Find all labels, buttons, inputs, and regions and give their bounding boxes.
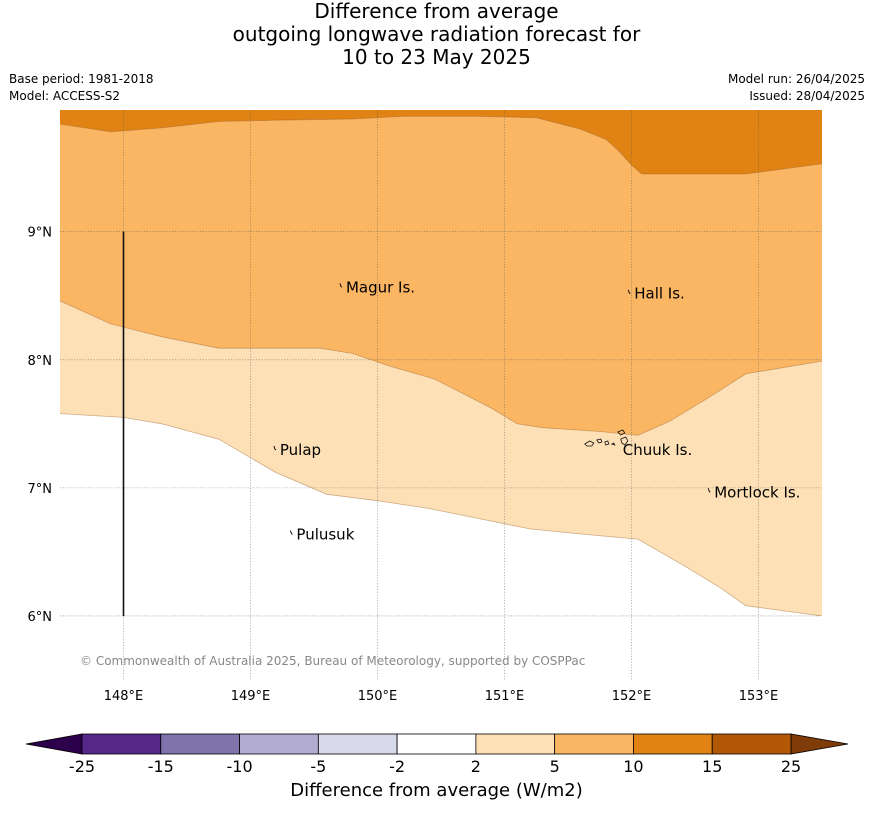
island-marker — [289, 530, 293, 535]
colorbar-segment — [81, 733, 162, 755]
colorbar-segment — [160, 733, 240, 755]
colorbar-tick-label: -15 — [148, 757, 174, 776]
colorbar-title: Difference from average (W/m2) — [290, 780, 583, 801]
chuuk-island-outline — [604, 440, 610, 446]
lon-tick-label: 152°E — [612, 689, 652, 704]
base-period-info: Base period: 1981-2018 Model: ACCESS-S2 — [9, 71, 154, 105]
base-period-text: Base period: 1981-2018 — [9, 72, 154, 86]
lat-tick-label: 6°N — [28, 610, 53, 625]
colorbar-segment — [711, 733, 792, 755]
colorbar-tick-label: 2 — [471, 757, 481, 776]
chuuk-island-outline — [584, 440, 595, 447]
colorbar-segment — [239, 733, 319, 755]
colorbar-segment — [633, 733, 713, 755]
colorbar-tick-label: 10 — [623, 757, 643, 776]
colorbar-tick-label: 5 — [550, 757, 560, 776]
contour-5-line — [60, 300, 822, 436]
chuuk-island-outline — [596, 438, 603, 444]
lon-tick-label: 148°E — [104, 689, 144, 704]
lon-tick-label: 149°E — [231, 689, 271, 704]
colorbar-under-arrow — [25, 733, 83, 755]
island-label: Pulusuk — [296, 526, 354, 544]
colorbar-segment — [396, 733, 477, 755]
lat-tick-label: 9°N — [28, 226, 53, 241]
issued-text: Issued: 28/04/2025 — [749, 89, 865, 103]
colorbar-tick-label: 25 — [781, 757, 801, 776]
island-label: Chuuk Is. — [623, 441, 692, 459]
lon-tick-label: 151°E — [485, 689, 525, 704]
island-label: Hall Is. — [634, 285, 685, 303]
model-run-info: Model run: 26/04/2025 Issued: 28/04/2025 — [728, 71, 865, 105]
island-marker — [627, 289, 631, 295]
chuuk-island-outline — [617, 429, 626, 436]
title-line-1: Difference from average — [314, 0, 559, 23]
band-5-to-10 — [60, 116, 822, 436]
colorbar-segment — [317, 733, 398, 755]
contour-10-line — [60, 116, 822, 175]
island-marker — [707, 488, 711, 493]
colorbar-segment — [475, 733, 556, 755]
lon-tick-label: 153°E — [739, 689, 779, 704]
title-line-3: 10 to 23 May 2025 — [342, 45, 531, 69]
model-text: Model: ACCESS-S2 — [9, 89, 121, 103]
lon-tick-label: 150°E — [358, 689, 398, 704]
colorbar-tick-label: 15 — [702, 757, 722, 776]
colorbar-tick-label: -5 — [310, 757, 326, 776]
chart-title: Difference from average outgoing longwav… — [0, 0, 873, 69]
island-label: Magur Is. — [346, 278, 415, 296]
lat-tick-label: 7°N — [28, 482, 53, 497]
colorbar-over-arrow — [790, 733, 849, 755]
contour-fills — [60, 110, 822, 616]
title-line-2: outgoing longwave radiation forecast for — [232, 22, 641, 46]
chuuk-island-outline — [620, 436, 629, 446]
colorbar-tick-label: -25 — [69, 757, 95, 776]
island-label: Mortlock Is. — [714, 483, 800, 501]
colorbar-tick-label: -10 — [226, 757, 252, 776]
chuuk-island-outline — [610, 442, 616, 446]
copyright-text: © Commonwealth of Australia 2025, Bureau… — [80, 654, 585, 668]
model-run-text: Model run: 26/04/2025 — [727, 72, 865, 86]
island-marker — [273, 445, 277, 451]
island-marker — [339, 283, 343, 288]
colorbar-segment — [554, 733, 634, 755]
contour-2-line — [60, 413, 822, 616]
lat-tick-label: 8°N — [28, 354, 53, 369]
colorbar-tick-label: -2 — [389, 757, 405, 776]
island-label: Pulap — [280, 441, 321, 459]
